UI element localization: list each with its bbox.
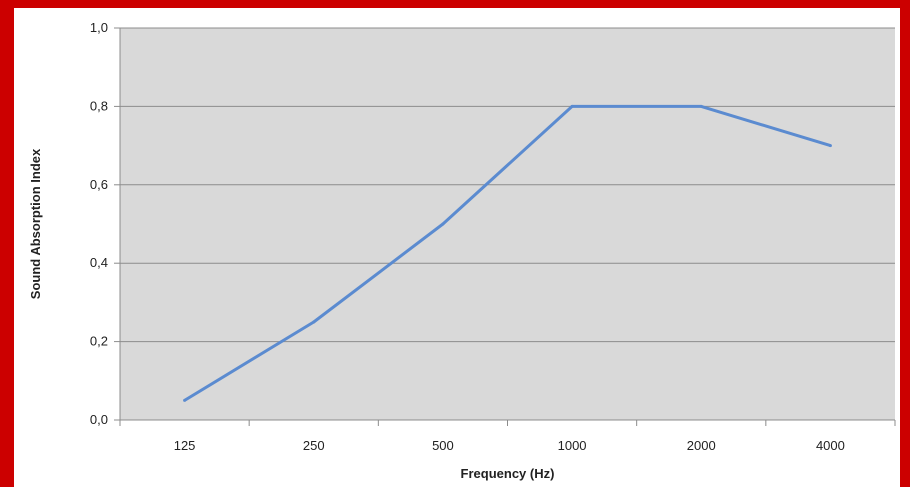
y-axis: 0,0 0,2 0,4 0,6 0,8 1,0 [90,20,121,427]
x-tick-label: 2000 [687,438,716,453]
y-axis-title: Sound Absorption Index [28,148,43,299]
x-tick-label: 250 [303,438,325,453]
y-tick-label: 0,0 [90,412,108,427]
x-axis: 125 250 500 1000 2000 4000 [119,419,896,453]
y-tick-label: 0,8 [90,98,108,113]
data-point [312,320,316,324]
y-tick-label: 1,0 [90,20,108,35]
data-point [699,104,703,108]
gridlines [120,27,895,343]
x-tick-label: 125 [174,438,196,453]
y-tick-label: 0,4 [90,255,108,270]
y-tick-label: 0,2 [90,334,108,349]
plot-area [120,28,895,420]
data-point [828,144,832,148]
y-tick-label: 0,6 [90,177,108,192]
x-tick-label: 500 [432,438,454,453]
series-line [183,104,831,402]
series-group [183,104,832,402]
data-point [183,398,187,402]
data-point [570,104,574,108]
x-tick-label: 1000 [558,438,587,453]
x-tick-label: 4000 [816,438,845,453]
x-axis-title: Frequency (Hz) [461,466,555,481]
data-point [441,222,445,226]
